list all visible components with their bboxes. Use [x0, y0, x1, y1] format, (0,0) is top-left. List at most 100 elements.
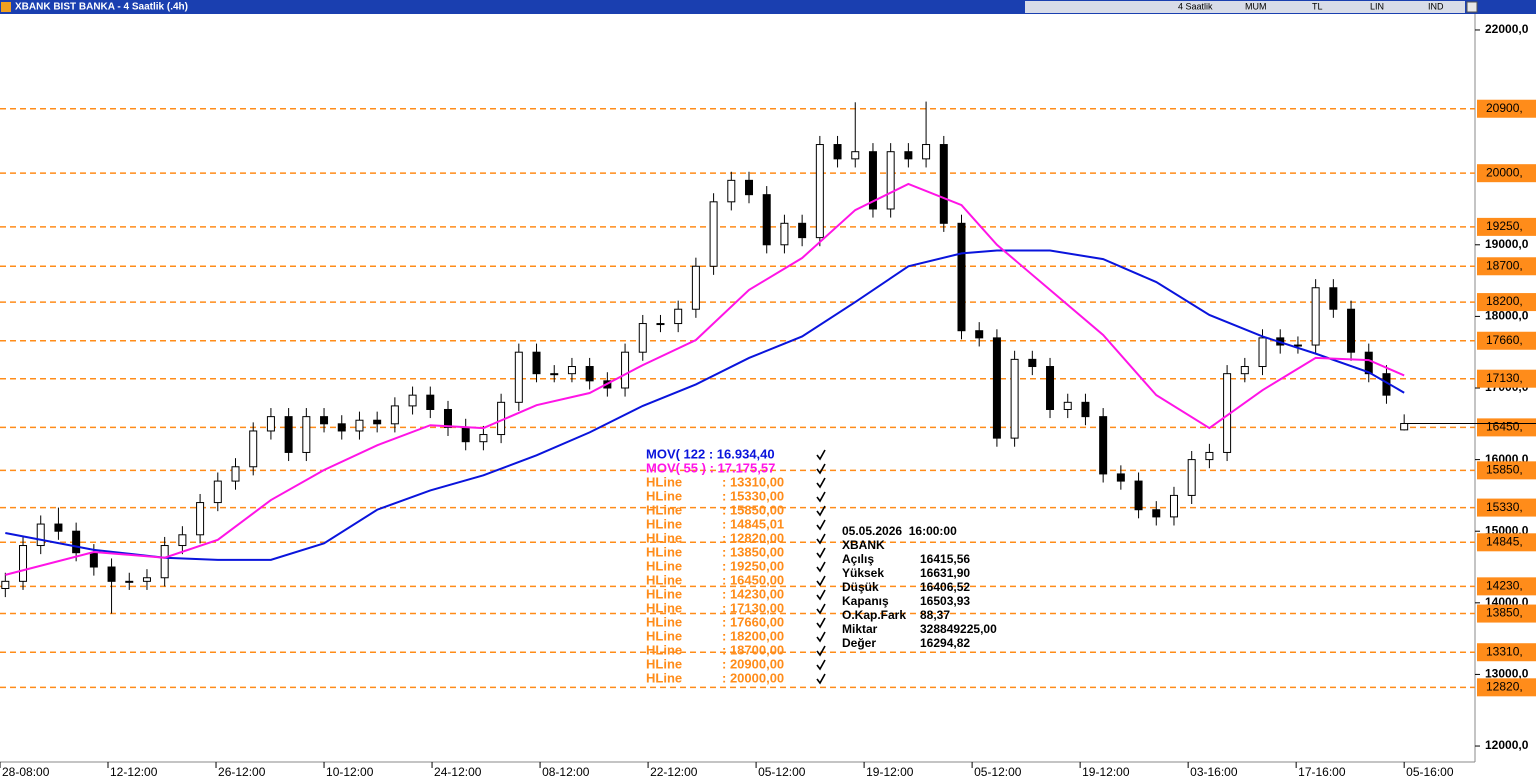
legend-name: HLine — [646, 558, 682, 573]
hline-label-box — [1477, 461, 1536, 480]
info-label: Kapanış — [842, 594, 889, 608]
candle-body — [461, 426, 470, 443]
legend-check — [816, 561, 826, 573]
legend-name: HLine — [646, 502, 682, 517]
candle-body — [1258, 337, 1267, 368]
info-value: 16294,82 — [920, 636, 970, 650]
candle-body — [957, 222, 966, 332]
close-button[interactable] — [1466, 1, 1478, 13]
toolbar-item[interactable]: 4 Saatlik — [1178, 1, 1213, 11]
candle-body — [1081, 401, 1090, 418]
candle-body — [1205, 451, 1214, 461]
candle-body — [479, 434, 488, 443]
legend-value: : 19250,00 — [722, 558, 784, 573]
candle-body — [1063, 401, 1072, 410]
hline-label: 19250, — [1486, 219, 1523, 233]
toolbar-item[interactable]: IND — [1428, 1, 1444, 11]
legend-check — [816, 491, 826, 503]
candle-body — [142, 577, 151, 582]
legend-check — [816, 659, 826, 671]
x-tick-label: 12-12:00 — [110, 765, 158, 779]
toolbar-item[interactable]: TL — [1312, 1, 1323, 11]
candle-body — [231, 466, 240, 482]
candle-body — [373, 419, 382, 425]
candle-body — [674, 308, 683, 325]
legend-name: HLine — [646, 586, 682, 601]
candle-body — [550, 373, 559, 376]
legend-name: HLine — [646, 628, 682, 643]
legend-value: : 18200,00 — [722, 628, 784, 643]
legend-name: HLine — [646, 516, 682, 531]
legend-check — [816, 533, 826, 545]
legend-name: MOV( 122 : 16.934,40 — [646, 446, 775, 461]
candle-body — [1099, 416, 1108, 475]
toolbar-item[interactable]: MUM — [1245, 1, 1267, 11]
window-title: XBANK BIST BANKA - 4 Saatlik (.4h) — [15, 2, 188, 13]
hline-label-box — [1477, 293, 1536, 312]
hline-label-box — [1477, 418, 1536, 437]
candle-body — [408, 394, 417, 407]
candle-body — [160, 545, 169, 579]
hline-label: 14845, — [1486, 534, 1523, 548]
hline-label-box — [1477, 217, 1536, 236]
legend-check — [816, 505, 826, 517]
legend-check — [816, 589, 826, 601]
hline-label-box — [1477, 257, 1536, 276]
candle-body — [355, 419, 364, 432]
candle-body — [709, 201, 718, 267]
hline-label: 13850, — [1486, 606, 1523, 620]
info-label: Açılış — [842, 552, 874, 566]
info-value: 88,37 — [920, 608, 950, 622]
hline-label: 18700, — [1486, 258, 1523, 272]
candle-body — [125, 580, 134, 583]
candle-body — [833, 144, 842, 160]
legend-value: : 17130,00 — [722, 600, 784, 615]
legend-check — [816, 617, 826, 629]
candle-body — [1028, 358, 1037, 368]
candle-body — [939, 144, 948, 224]
candle-body — [1293, 344, 1302, 347]
hline-label-box — [1477, 498, 1536, 517]
hline-label-box — [1477, 99, 1536, 118]
legend-name: HLine — [646, 544, 682, 559]
moving-average — [5, 249, 1405, 561]
candle-body — [1169, 494, 1178, 518]
legend-name: HLine — [646, 656, 682, 671]
toolbar-item[interactable]: LIN — [1370, 1, 1384, 11]
toolbar — [1025, 1, 1465, 13]
info-value: 16631,90 — [920, 566, 970, 580]
legend-value: : 15850,00 — [722, 502, 784, 517]
legend-check — [816, 547, 826, 559]
legend-name: HLine — [646, 600, 682, 615]
legend-check — [816, 449, 826, 461]
candle-body — [1400, 423, 1409, 431]
hline-label-box — [1477, 369, 1536, 388]
candle-body — [1364, 351, 1373, 375]
candle-body — [691, 265, 700, 310]
candle-body — [266, 416, 275, 432]
candle-body — [514, 351, 523, 403]
legend-value: : 13850,00 — [722, 544, 784, 559]
candle-body — [1, 580, 10, 589]
candle-body — [780, 222, 789, 246]
legend-check — [816, 631, 826, 643]
candle-body — [585, 366, 594, 382]
legend-name: HLine — [646, 530, 682, 545]
info-value: 328849225,00 — [920, 622, 997, 636]
legend-check — [816, 477, 826, 489]
legend-name: HLine — [646, 474, 682, 489]
candle-body — [19, 545, 28, 582]
moving-average — [5, 182, 1405, 576]
candle-body — [798, 222, 807, 239]
x-tick-label: 17-16:00 — [1298, 765, 1346, 779]
legend-check — [816, 645, 826, 657]
y-tick-label: 22000,0 — [1485, 22, 1529, 36]
y-tick-label: 19000,0 — [1485, 237, 1529, 251]
candle-body — [1046, 366, 1055, 410]
info-datetime: 05.05.2026 16:00:00 — [842, 524, 957, 538]
candle-body — [532, 351, 541, 375]
hline-label: 17130, — [1486, 371, 1523, 385]
x-tick-label: 26-12:00 — [218, 765, 266, 779]
legend-value: : 18700,00 — [722, 642, 784, 657]
legend-check — [816, 673, 826, 685]
